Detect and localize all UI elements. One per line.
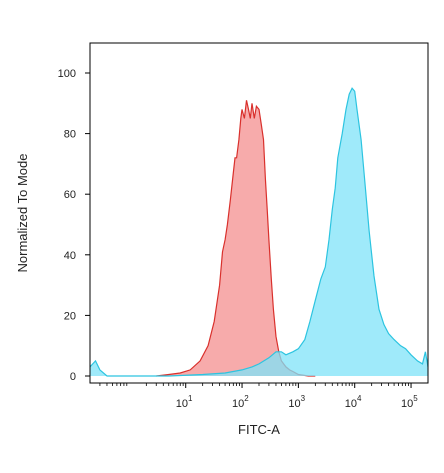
y-axis-title: Normalized To Mode — [15, 154, 30, 273]
y-tick-label: 40 — [64, 250, 76, 262]
x-tick-label: 105 — [401, 394, 418, 410]
series-2-area — [90, 88, 428, 376]
y-tick-label: 80 — [64, 129, 76, 141]
x-tick-label: 103 — [288, 394, 305, 410]
y-tick-label: 20 — [64, 310, 76, 322]
x-axis-title: FITC-A — [238, 422, 280, 437]
y-tick-label: 0 — [70, 371, 76, 383]
series-2-outline — [90, 87, 428, 377]
axis-layer: 0 20 40 60 80 100 101 102 103 104 105 — [58, 68, 419, 410]
y-tick-label: 100 — [58, 68, 76, 80]
x-tick-label: 102 — [232, 394, 249, 410]
x-tick-label: 101 — [176, 394, 193, 410]
series-layer — [90, 87, 428, 377]
series-1-area — [156, 100, 316, 377]
y-tick-label: 60 — [64, 189, 76, 201]
x-tick-label: 104 — [345, 394, 362, 410]
